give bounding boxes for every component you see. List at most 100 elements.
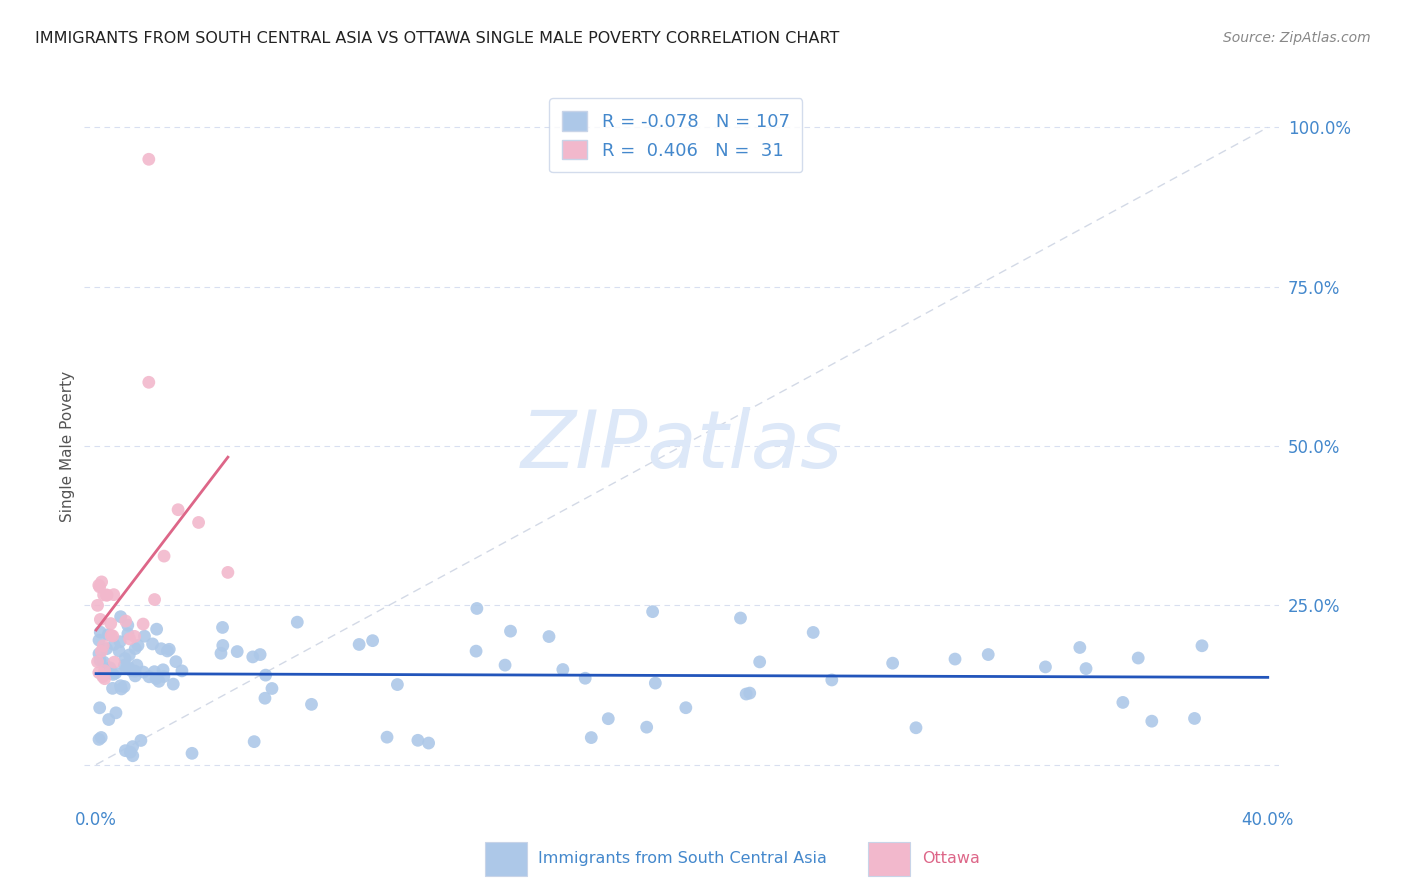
Point <box>96 588 118 602</box>
Point <box>644 676 666 690</box>
Point <box>465 644 488 658</box>
Point <box>86 655 108 669</box>
Point <box>1128 651 1150 665</box>
Point <box>581 731 603 745</box>
Text: IMMIGRANTS FROM SOUTH CENTRAL ASIA VS OTTAWA SINGLE MALE POVERTY CORRELATION CHA: IMMIGRANTS FROM SOUTH CENTRAL ASIA VS OT… <box>35 31 839 46</box>
Point <box>551 663 574 677</box>
Point <box>152 663 174 677</box>
Point <box>110 609 132 624</box>
Point <box>209 646 232 660</box>
Point <box>124 669 146 683</box>
Point <box>499 624 522 639</box>
Point <box>121 664 143 678</box>
Point <box>87 578 110 592</box>
Point <box>101 681 124 696</box>
Point <box>90 574 112 589</box>
Point <box>465 601 488 615</box>
Text: Ottawa: Ottawa <box>922 852 980 866</box>
Point <box>124 641 146 656</box>
Point <box>145 622 167 636</box>
Point <box>93 664 115 678</box>
Point <box>100 616 122 631</box>
Point <box>121 748 143 763</box>
Point <box>574 671 596 685</box>
Point <box>138 670 160 684</box>
Point <box>97 713 120 727</box>
Point <box>124 629 146 643</box>
Point <box>89 612 111 626</box>
Point <box>117 626 139 640</box>
Text: Source: ZipAtlas.com: Source: ZipAtlas.com <box>1223 31 1371 45</box>
Point <box>730 611 752 625</box>
Point <box>103 588 125 602</box>
Point <box>125 658 148 673</box>
Point <box>598 712 620 726</box>
Point <box>103 655 125 669</box>
Point <box>87 732 110 747</box>
Point <box>347 637 370 651</box>
Point <box>87 633 110 648</box>
Point <box>943 652 966 666</box>
Point <box>114 744 136 758</box>
Point <box>675 700 697 714</box>
Point <box>249 648 271 662</box>
Point <box>134 629 156 643</box>
Point <box>112 658 135 673</box>
Point <box>167 502 190 516</box>
Point <box>117 618 139 632</box>
Point <box>150 641 173 656</box>
Point <box>96 641 118 656</box>
Point <box>101 629 124 643</box>
Point <box>101 667 124 681</box>
Point <box>90 731 112 745</box>
Point <box>211 639 233 653</box>
Point <box>254 668 277 682</box>
Point <box>86 599 108 613</box>
Point <box>103 637 125 651</box>
Point <box>93 672 115 686</box>
Point <box>148 674 170 689</box>
Point <box>91 670 114 684</box>
Point <box>89 653 111 667</box>
Point <box>115 661 138 675</box>
Point <box>1140 714 1163 728</box>
Point <box>89 701 111 715</box>
Point <box>110 681 132 696</box>
Point <box>1191 639 1213 653</box>
Point <box>90 644 112 658</box>
Point <box>162 677 184 691</box>
Point <box>165 655 187 669</box>
Point <box>217 566 239 580</box>
Point <box>104 666 127 681</box>
Point <box>418 736 440 750</box>
Point <box>537 630 560 644</box>
Point <box>170 664 193 678</box>
Point <box>124 665 146 679</box>
Point <box>285 615 308 630</box>
Point <box>260 681 283 696</box>
Point <box>156 644 179 658</box>
Legend: R = -0.078   N = 107, R =  0.406   N =  31: R = -0.078 N = 107, R = 0.406 N = 31 <box>550 98 803 172</box>
Point <box>87 665 110 680</box>
Point <box>1112 695 1135 709</box>
Point <box>117 660 139 674</box>
Point <box>641 605 664 619</box>
Point <box>242 649 264 664</box>
Point <box>98 661 121 675</box>
Point <box>977 648 1000 662</box>
Point <box>132 617 155 632</box>
Point <box>127 639 149 653</box>
Point <box>97 627 120 641</box>
Text: Immigrants from South Central Asia: Immigrants from South Central Asia <box>538 852 827 866</box>
Y-axis label: Single Male Poverty: Single Male Poverty <box>60 370 75 522</box>
Point <box>129 733 152 747</box>
Point <box>114 651 136 665</box>
Point <box>110 679 132 693</box>
Point <box>1069 640 1091 655</box>
Point <box>738 686 761 700</box>
Point <box>153 669 176 683</box>
Point <box>801 625 824 640</box>
Point <box>1035 660 1057 674</box>
Point <box>143 665 166 679</box>
Point <box>735 687 758 701</box>
